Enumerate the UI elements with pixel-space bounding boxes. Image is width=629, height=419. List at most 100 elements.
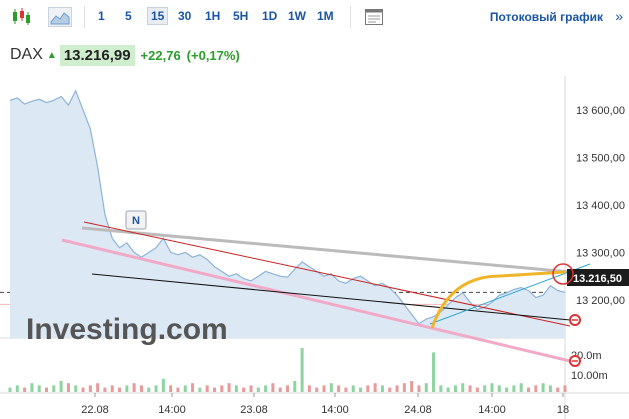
volume-bar [278,387,282,392]
price-area [10,90,565,338]
volume-bar [242,387,246,392]
volume-bar [286,385,289,392]
volume-bar [380,385,384,392]
volume-bar [417,385,421,392]
fibonacci-arc [430,270,566,329]
volume-bar [505,387,509,392]
trendlines [61,221,591,363]
area-chart-icon[interactable] [48,7,72,27]
volume-bar [439,385,443,392]
volume-bar [139,385,143,392]
volume-bar [88,385,92,392]
volume-bar [271,383,275,392]
streaming-chart-link[interactable]: Потоковый график [489,10,603,24]
volume-bar [132,383,136,392]
timeframe-1[interactable]: 1 [98,9,105,23]
volume-bar [264,385,268,392]
volume-bar [169,385,173,392]
chart-toolbar: 1 5 15 30 1H 5H 1D 1W 1M Потоковый графи… [0,0,629,34]
volume-bar [103,387,107,392]
time-tick-label: 22.08 [81,404,109,416]
volume-bar [30,383,34,392]
volume-bar [15,385,19,392]
candlestick-icon[interactable] [10,7,32,27]
instrument-symbol: DAX [10,46,43,63]
timeframe-1m[interactable]: 1M [317,9,334,23]
volume-bar [110,385,114,392]
volume-bar [410,381,414,392]
volume-bar [395,385,399,392]
volume-bar [66,383,70,392]
volume-bar [475,387,479,392]
volume-bar [81,387,85,392]
volume-bar [556,387,560,392]
event-marker-label: N [132,215,140,227]
volume-bar [300,348,304,392]
volume-bar [154,385,158,392]
timeframe-30[interactable]: 30 [178,9,192,23]
volume-bar [359,387,363,392]
price-change-percent: (+0,17%) [186,47,240,63]
event-marker[interactable]: N [125,210,147,230]
volume-bar [512,385,516,392]
volume-bar [366,385,370,392]
timeframe-1h[interactable]: 1H [205,9,221,23]
black-trendline [91,273,571,321]
time-axis: 22.08 14:00 23.08 14:00 24.08 14:00 18 [81,393,569,416]
investing-watermark: Investing.com [26,313,228,346]
volume-bar [191,383,195,392]
volume-bars [8,348,567,392]
volume-bar [526,387,530,392]
volume-bar [198,387,202,392]
price-tick-label: 13 600,00 [576,105,625,117]
current-price-label: 13.216,50 [573,273,622,285]
volume-bar [541,383,545,392]
volume-bar [373,383,377,392]
price-change: +22,76 [140,47,181,63]
volume-bar [125,385,129,392]
volume-bar [256,387,260,392]
volume-bar [337,385,341,392]
timeframe-1d[interactable]: 1D [262,9,278,23]
support-trendline [61,238,571,363]
current-price-tag: 13.216,50 [567,269,629,286]
blue-trendline [429,263,591,325]
volume-bar [96,383,100,392]
volume-bar [483,385,487,392]
timeframe-1w[interactable]: 1W [288,9,306,23]
time-tick-label: 23.08 [240,404,268,416]
time-tick-label: 14:00 [158,404,186,416]
price-tick-label: 13 400,00 [576,200,625,212]
volume-bar [519,383,523,392]
volume-bar [234,385,238,392]
volume-bar [402,383,406,392]
volume-bar [293,381,297,392]
line-end-handles[interactable] [552,263,581,367]
volume-bar [322,385,326,392]
timeframe-5[interactable]: 5 [125,9,132,23]
volume-bar [249,385,253,392]
volume-bar [563,385,567,392]
timeframe-5h[interactable]: 5H [233,9,249,23]
volume-bar [315,387,319,392]
price-tick-label: 13 300,00 [576,247,625,259]
volume-bar [205,385,209,392]
volume-bar [161,378,165,392]
volume-bar [548,385,552,392]
volume-bar [461,383,465,392]
double-chevron-right-icon[interactable]: » [615,8,623,24]
volume-bar [490,383,494,392]
time-tick-label: 14:00 [321,404,349,416]
volume-bar [351,385,355,392]
volume-bar [424,383,428,392]
resistance-trendline [81,226,571,274]
price-chart[interactable]: 13 600,00 13 500,00 13 400,00 13 300,00 13 2… [0,76,629,419]
timeframe-15[interactable]: 15 [147,7,169,25]
quote-header: DAX ▲ 13.216,99 +22,76 (+0,17%) [10,44,240,66]
volume-bar [45,387,49,392]
volume-bar [37,385,41,392]
volume-bar [446,387,450,392]
volume-bar [74,385,78,392]
chart-settings-icon[interactable] [364,7,384,27]
price-tick-label: 13 200,00 [576,295,625,307]
